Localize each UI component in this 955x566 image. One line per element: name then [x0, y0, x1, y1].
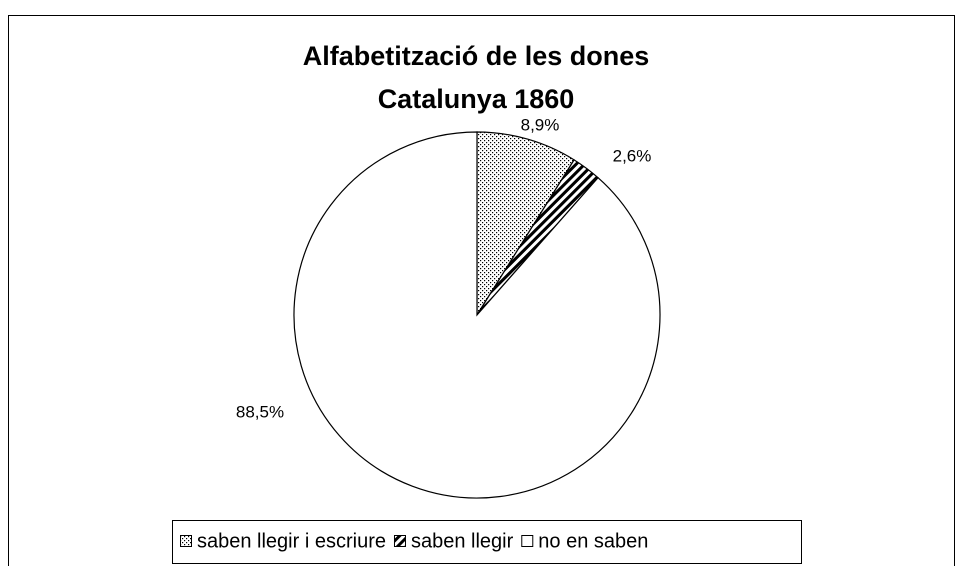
pie-slice — [293, 131, 661, 499]
data-label: 2,6% — [613, 146, 652, 165]
legend-label: no en saben — [538, 530, 648, 552]
legend-label: saben llegir — [411, 530, 514, 552]
legend-box — [172, 520, 802, 564]
data-label: 88,5% — [236, 402, 284, 421]
legend-swatch — [521, 535, 534, 547]
chart-subtitle: Catalunya 1860 — [378, 84, 575, 114]
chart-title: Alfabetització de les dones — [303, 41, 650, 71]
data-label: 8,9% — [521, 115, 560, 134]
legend-swatch — [180, 535, 192, 547]
pie-slice — [476, 131, 575, 318]
legend-swatch — [393, 535, 406, 547]
legend-label: saben llegir i escriure — [197, 530, 386, 552]
